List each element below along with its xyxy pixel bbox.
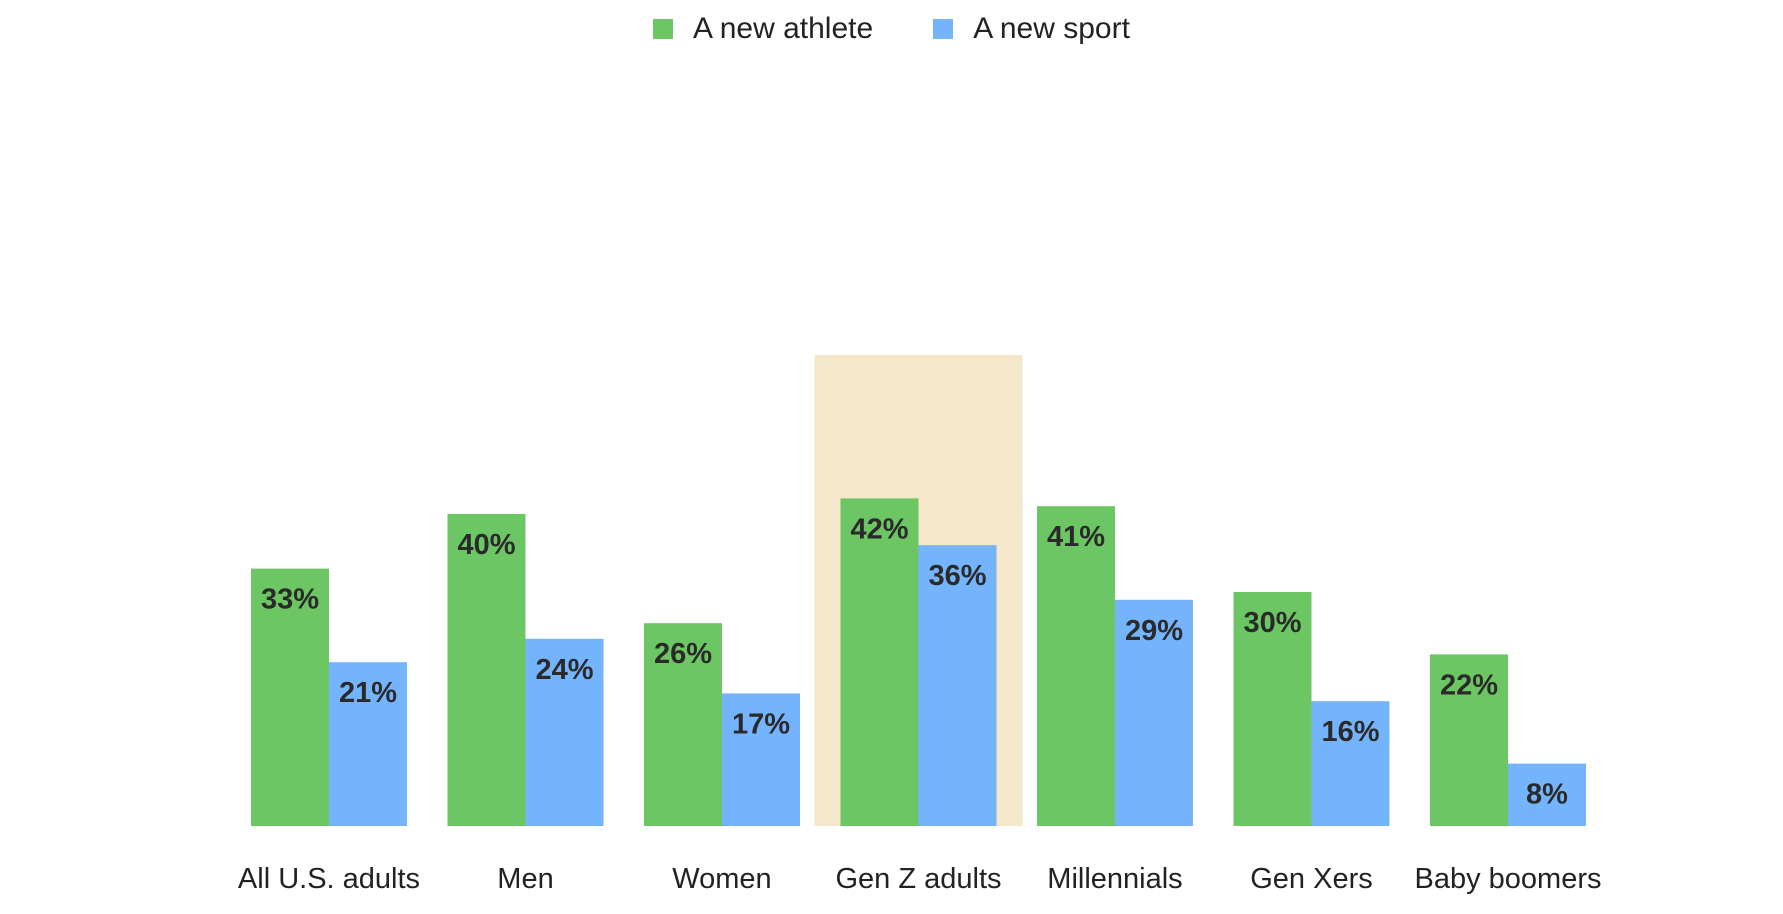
category-label-2: Women [672, 863, 771, 895]
data-label-series-1-5: 16% [1321, 716, 1379, 748]
data-label-series-1-2: 17% [732, 708, 790, 740]
bar-series-0-6 [1430, 654, 1508, 826]
bar-series-1-0 [329, 662, 407, 826]
bar-series-1-4 [1115, 599, 1193, 826]
bar-series-1-5 [1311, 701, 1390, 826]
legend-label-series-0: A new athlete [693, 12, 874, 45]
bar-series-1-1 [525, 638, 604, 826]
category-label-3: Gen Z adults [835, 863, 1001, 895]
data-label-series-0-3: 42% [850, 513, 908, 545]
data-label-series-0-2: 26% [654, 638, 712, 670]
data-label-series-1-6: 8% [1526, 779, 1568, 811]
bar-series-0-3 [840, 498, 919, 826]
bar-series-0-5 [1233, 592, 1312, 826]
legend-swatch-series-0 [653, 19, 674, 39]
bar-series-1-2 [722, 693, 800, 826]
legend-item-series-1: A new sport [933, 12, 1130, 46]
data-label-series-0-6: 22% [1440, 669, 1498, 701]
category-label-4: Millennials [1047, 863, 1182, 895]
data-label-series-1-3: 36% [928, 560, 986, 592]
data-label-series-0-1: 40% [457, 529, 515, 561]
legend-item-series-0: A new athlete [653, 12, 873, 46]
bar-series-0-4 [1037, 506, 1115, 826]
legend-label-series-1: A new sport [973, 12, 1130, 45]
data-label-series-1-1: 24% [535, 654, 593, 686]
bar-series-1-6 [1508, 763, 1586, 826]
category-label-6: Baby boomers [1415, 863, 1602, 895]
data-label-series-1-4: 29% [1125, 615, 1183, 647]
data-label-series-1-0: 21% [339, 677, 397, 709]
data-label-series-0-0: 33% [261, 584, 319, 616]
bar-series-0-0 [251, 568, 329, 826]
data-label-series-0-4: 41% [1047, 521, 1105, 553]
bar-series-1-3 [918, 545, 997, 826]
legend-swatch-series-1 [933, 19, 954, 39]
data-label-series-0-5: 30% [1243, 607, 1301, 639]
category-label-0: All U.S. adults [238, 863, 420, 895]
legend: A new athlete A new sport [0, 12, 1783, 46]
category-label-5: Gen Xers [1250, 863, 1373, 895]
bar-series-0-1 [447, 514, 526, 826]
category-label-1: Men [497, 863, 553, 895]
bar-series-0-2 [644, 623, 722, 826]
